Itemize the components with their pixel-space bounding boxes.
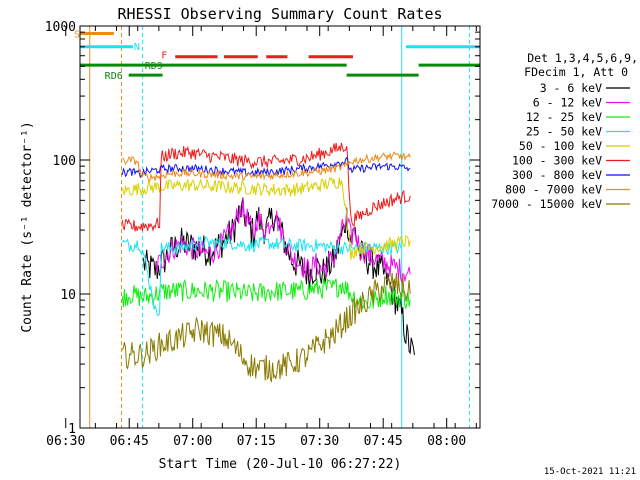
legend-label: 50 - 100 keV	[519, 139, 602, 153]
series-line-6	[121, 142, 411, 233]
flag-label-rd6: RD6	[105, 71, 123, 82]
vertical-markers	[89, 26, 470, 428]
chart-title: RHESSI Observing Summary Count Rates	[117, 5, 442, 23]
legend-label: 7000 - 15000 keV	[491, 197, 602, 211]
series-line-8	[122, 151, 411, 182]
y-tick-label: 100	[53, 154, 76, 169]
flag-label-f: F	[161, 51, 167, 62]
y-tick-label: 1	[68, 422, 76, 437]
timestamp: 15-Oct-2021 11:21	[544, 467, 636, 477]
series-line-4	[121, 235, 403, 316]
legend-label: 100 - 300 keV	[512, 154, 602, 168]
y-tick-label: 1000	[45, 20, 76, 35]
flag-label-s: S	[74, 29, 80, 40]
plot-frame	[79, 25, 481, 429]
x-tick-label: 07:15	[237, 434, 276, 449]
y-axis-label: Count Rate (s⁻¹ detector⁻¹)	[20, 121, 35, 332]
legend: Det 1,3,4,5,6,9,FDecim 1, Att 0 3 - 6 keV…	[491, 51, 638, 211]
flag-label-rd9: RD9	[145, 61, 163, 72]
x-axis-label: Start Time (20-Jul-10 06:27:22)	[159, 457, 402, 472]
flag-bars: S N F RD6 RD9	[74, 29, 480, 82]
x-tick-label: 07:00	[173, 434, 212, 449]
legend-label: 800 - 7000 keV	[505, 183, 602, 197]
legend-label: 300 - 800 keV	[512, 168, 602, 182]
series-line-5	[121, 176, 411, 260]
x-tick-label: 07:45	[364, 434, 403, 449]
series-layer	[121, 142, 415, 383]
legend-header-line-1: Det 1,3,4,5,6,9,	[527, 51, 638, 65]
legend-label: 3 - 6 keV	[540, 81, 602, 95]
x-tick-label: 07:30	[300, 434, 339, 449]
x-tick-label: 06:30	[46, 434, 85, 449]
series-line-2	[155, 197, 411, 283]
x-tick-label: 06:45	[110, 434, 149, 449]
legend-header-line-2: FDecim 1, Att 0	[524, 65, 628, 79]
legend-label: 25 - 50 keV	[526, 125, 602, 139]
series-line-7	[121, 156, 411, 179]
legend-label: 6 - 12 keV	[533, 96, 602, 110]
series-line-9	[121, 272, 411, 383]
axes: 1 10 100 1000 06:30 06:45 07:00 07:15 07:30 07:45…	[45, 20, 480, 449]
flag-label-n: N	[134, 42, 140, 53]
x-tick-label: 08:00	[427, 434, 466, 449]
legend-label: 12 - 25 keV	[526, 110, 602, 124]
y-tick-label: 10	[60, 288, 76, 303]
